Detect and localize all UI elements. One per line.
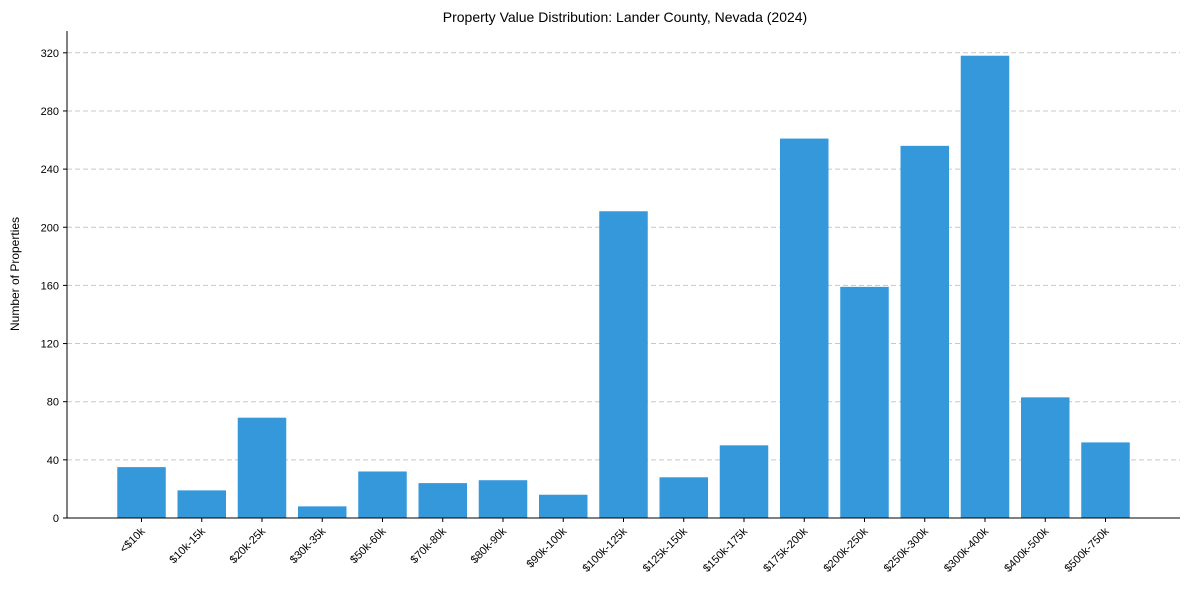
bars bbox=[117, 55, 1130, 519]
bar bbox=[478, 480, 528, 518]
bar bbox=[780, 138, 829, 519]
bar bbox=[719, 445, 769, 518]
x-tick-label: $70k-80k bbox=[408, 525, 449, 566]
chart-title: Property Value Distribution: Lander Coun… bbox=[443, 9, 807, 25]
x-tick-label: $175k-200k bbox=[761, 525, 810, 574]
y-tick-label: 40 bbox=[47, 455, 59, 467]
x-tick-label: <$10k bbox=[118, 525, 148, 555]
x-ticks: <$10k $10k-15k $20k-25k $30k-35k $50k-60k $70… bbox=[118, 518, 1112, 575]
bar bbox=[177, 490, 226, 518]
y-tick-label: 240 bbox=[41, 164, 59, 176]
y-ticks: 0 40 80 120 160 200 240 280 320 bbox=[41, 48, 67, 525]
bar bbox=[298, 506, 347, 518]
bar bbox=[418, 483, 467, 518]
x-tick-label: $250k-300k bbox=[882, 525, 931, 574]
bar bbox=[840, 286, 889, 518]
x-tick-label: $100k-125k bbox=[580, 525, 629, 574]
x-tick-label: $300k-400k bbox=[942, 525, 991, 574]
x-tick-label: $400k-500k bbox=[1002, 525, 1051, 574]
bar bbox=[237, 417, 287, 518]
x-tick-label: $90k-100k bbox=[525, 525, 570, 570]
y-tick-label: 0 bbox=[53, 513, 59, 525]
bar bbox=[1081, 442, 1130, 518]
x-tick-label: $50k-60k bbox=[348, 525, 389, 566]
bar bbox=[960, 55, 1010, 518]
y-tick-label: 160 bbox=[41, 280, 59, 292]
x-tick-label: $30k-35k bbox=[288, 525, 329, 566]
x-tick-label: $80k-90k bbox=[469, 525, 510, 566]
x-tick-label: $125k-150k bbox=[641, 525, 690, 574]
bar bbox=[358, 471, 407, 518]
x-tick-label: $200k-250k bbox=[821, 525, 870, 574]
bar bbox=[117, 467, 166, 518]
y-tick-label: 80 bbox=[47, 397, 59, 409]
bar bbox=[900, 145, 949, 518]
x-tick-label: $10k-15k bbox=[167, 525, 208, 566]
y-axis-label: Number of Properties bbox=[8, 217, 22, 331]
x-tick-label: $150k-175k bbox=[701, 525, 750, 574]
y-tick-label: 120 bbox=[41, 339, 59, 351]
y-tick-label: 200 bbox=[41, 222, 59, 234]
bar bbox=[539, 494, 588, 518]
x-tick-label: $500k-750k bbox=[1062, 525, 1111, 574]
bar bbox=[659, 477, 708, 518]
y-tick-label: 280 bbox=[41, 106, 59, 118]
bar bbox=[599, 211, 648, 518]
y-tick-label: 320 bbox=[41, 48, 59, 60]
x-tick-label: $20k-25k bbox=[228, 525, 269, 566]
bar bbox=[1021, 397, 1070, 518]
